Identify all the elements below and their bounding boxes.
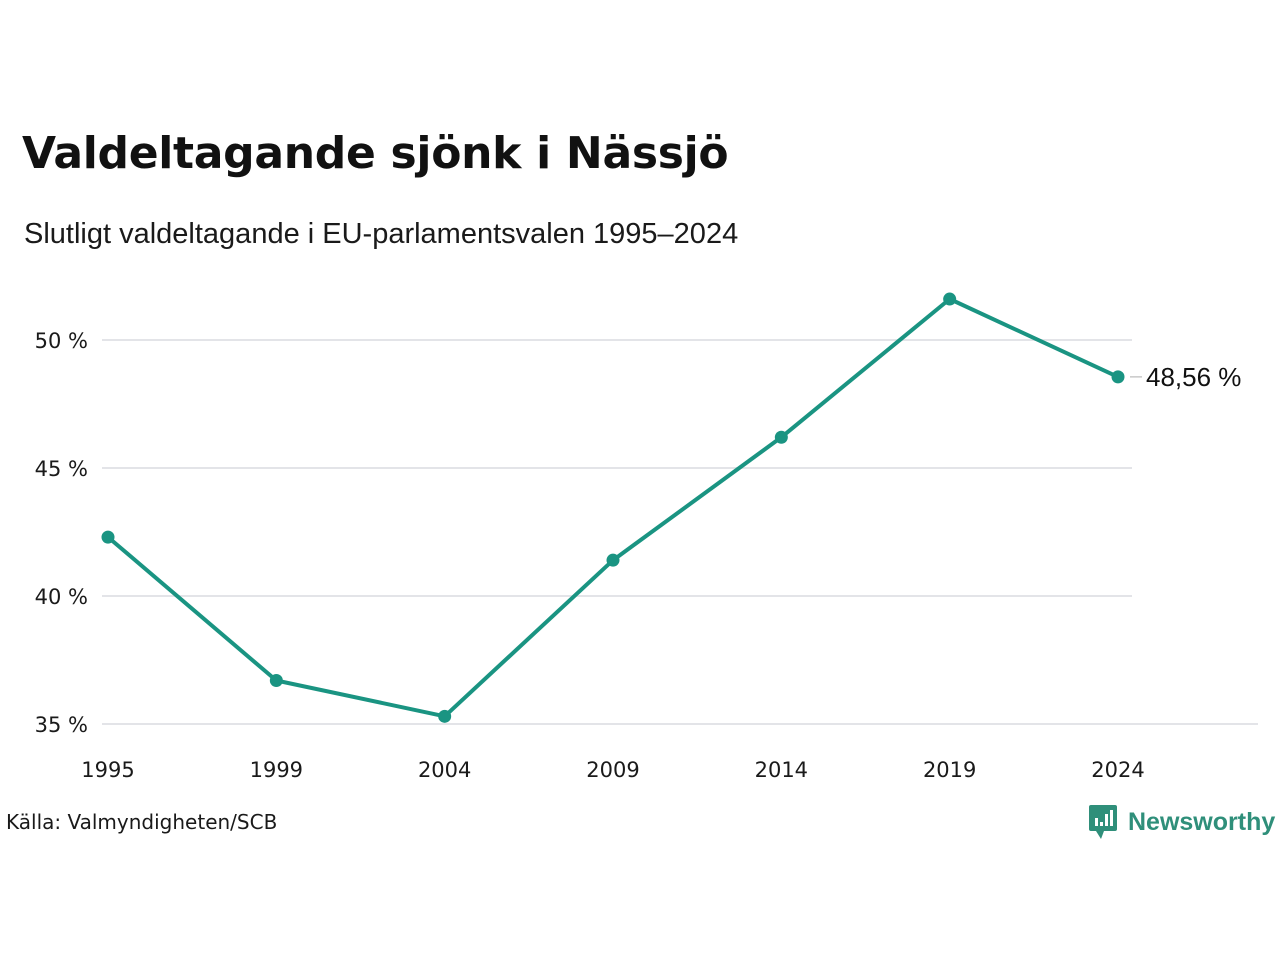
x-tick-label: 2009 bbox=[586, 758, 639, 782]
x-axis-ticks: 1995 1999 2004 2009 2014 2019 2024 bbox=[81, 758, 1144, 782]
brand-name: Newsworthy bbox=[1128, 807, 1276, 836]
brand: Newsworthy bbox=[1088, 804, 1275, 840]
grid-lines bbox=[102, 339, 1258, 725]
y-tick-label: 45 % bbox=[35, 457, 88, 481]
data-point bbox=[438, 709, 452, 723]
x-tick-label: 2019 bbox=[923, 758, 976, 782]
y-axis-ticks: 35 % 40 % 45 % 50 % bbox=[35, 329, 88, 737]
data-point bbox=[269, 673, 283, 687]
x-tick-label: 2004 bbox=[418, 758, 471, 782]
x-tick-label: 2024 bbox=[1091, 758, 1144, 782]
chart-subtitle: Slutligt valdeltagande i EU-parlamentsva… bbox=[24, 218, 739, 250]
source-note: Källa: Valmyndigheten/SCB bbox=[6, 810, 278, 834]
chart-title: Valdeltagande sjönk i Nässjö bbox=[22, 128, 729, 179]
data-point bbox=[606, 553, 620, 567]
data-point bbox=[943, 292, 957, 306]
y-tick-label: 35 % bbox=[35, 713, 88, 737]
y-tick-label: 50 % bbox=[35, 329, 88, 353]
y-tick-label: 40 % bbox=[35, 585, 88, 609]
x-tick-label: 1999 bbox=[250, 758, 303, 782]
x-tick-label: 1995 bbox=[81, 758, 134, 782]
x-tick-label: 2014 bbox=[755, 758, 808, 782]
series-line bbox=[106, 297, 1120, 719]
data-point bbox=[774, 430, 788, 444]
data-point bbox=[101, 530, 115, 544]
end-value-label: 48,56 % bbox=[1146, 362, 1241, 392]
data-point bbox=[1111, 370, 1125, 384]
end-label-group: 48,56 % bbox=[1130, 362, 1241, 392]
data-points bbox=[101, 292, 1125, 723]
series-path bbox=[106, 297, 1120, 719]
newsworthy-logo-icon bbox=[1089, 805, 1117, 839]
